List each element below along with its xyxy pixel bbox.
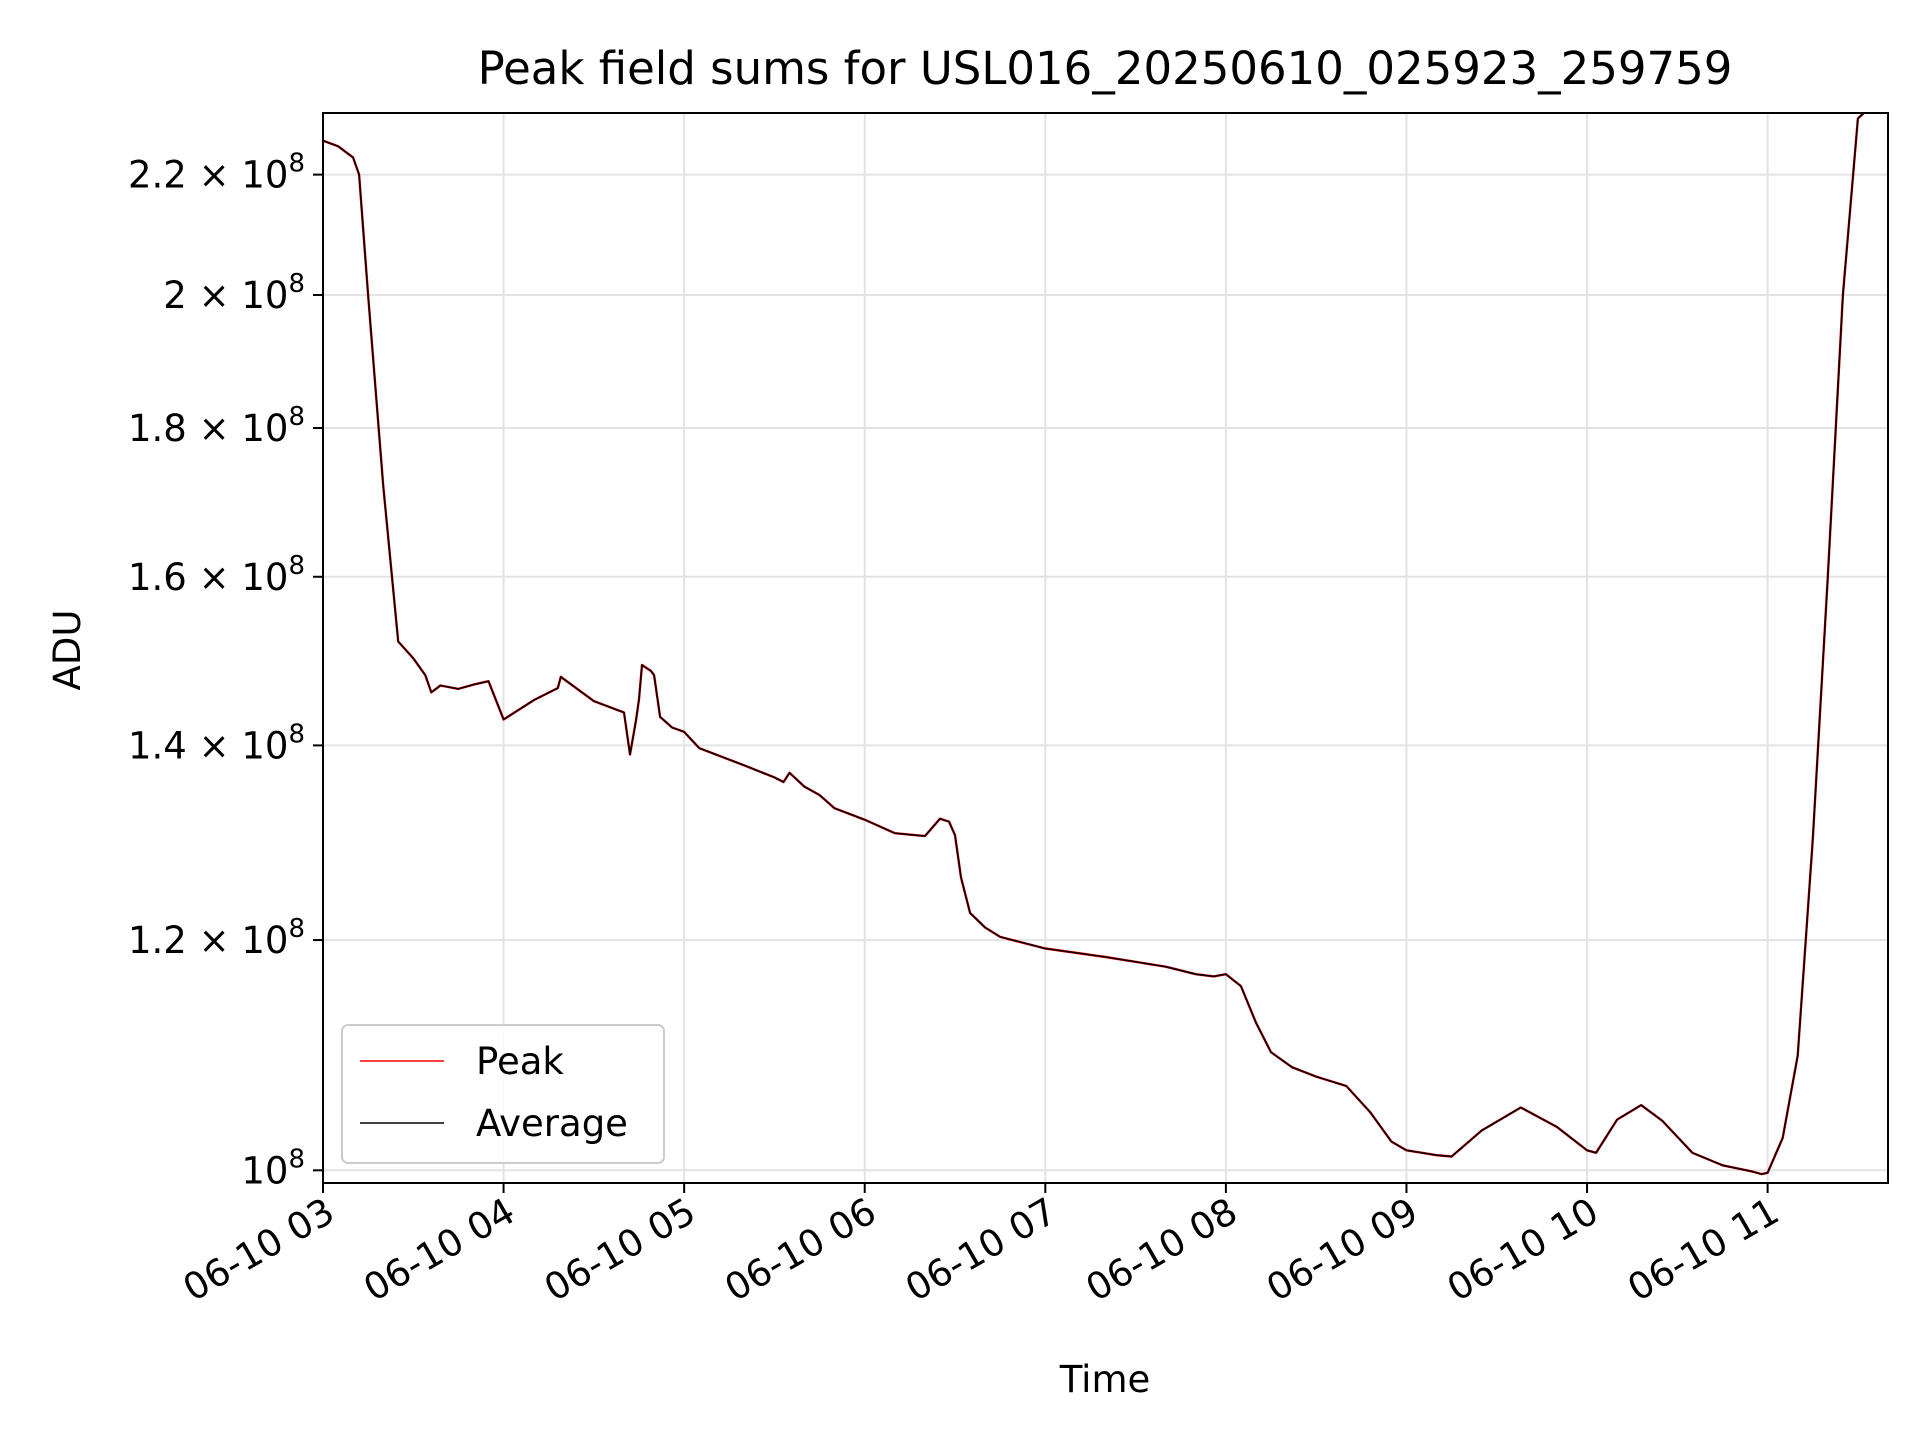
y-tick-label: 1.2 × 108 [128, 914, 305, 962]
gridlines [322, 113, 1888, 1183]
y-axis-ticks: 108 1.2 × 108 1.4 × 108 1.6 × 108 1.8 × 108 2… [128, 149, 323, 1192]
legend-label-peak: Peak [476, 1040, 564, 1083]
plot-frame [322, 112, 1889, 1184]
legend-label-average: Average [476, 1102, 628, 1145]
y-tick-label: 1.4 × 108 [128, 719, 305, 767]
y-tick-label: 2 × 108 [163, 269, 305, 317]
y-tick-label: 1.6 × 108 [128, 551, 305, 599]
y-tick-label: 108 [241, 1144, 305, 1192]
series-layer [322, 112, 1865, 1176]
y-axis-label: ADU [46, 610, 89, 691]
x-axis-label: Time [1059, 1358, 1151, 1401]
legend: Peak Average [341, 1024, 665, 1164]
chart-title: Peak field sums for USL016_20250610_0259… [478, 42, 1733, 95]
series-line-average [322, 112, 1865, 1175]
y-tick-label: 2.2 × 108 [128, 149, 305, 197]
legend-box [341, 1024, 665, 1164]
y-tick-label: 1.8 × 108 [128, 402, 305, 450]
